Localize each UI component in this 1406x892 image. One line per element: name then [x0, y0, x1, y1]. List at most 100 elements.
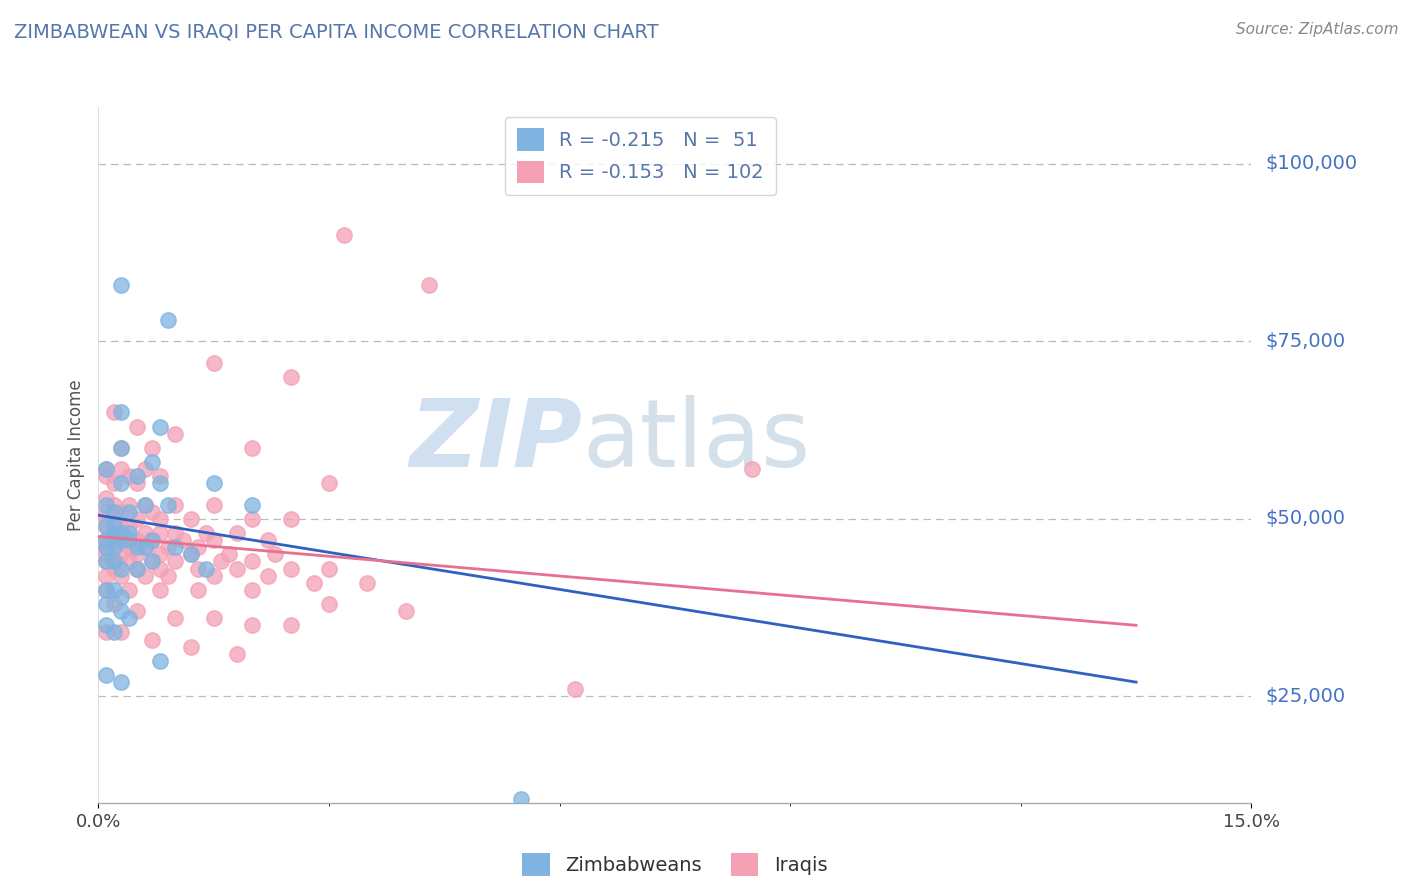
Zimbabweans	[103, 540, 125, 554]
Text: $50,000: $50,000	[1265, 509, 1346, 528]
Iraqis	[94, 540, 117, 554]
Iraqis	[134, 540, 156, 554]
Iraqis	[256, 568, 278, 582]
Iraqis	[302, 575, 325, 590]
Iraqis	[94, 462, 117, 476]
Iraqis	[240, 554, 263, 568]
Iraqis	[280, 512, 302, 526]
Iraqis	[94, 491, 117, 505]
Zimbabweans	[510, 792, 533, 806]
Iraqis	[180, 512, 202, 526]
Y-axis label: Per Capita Income: Per Capita Income	[66, 379, 84, 531]
Iraqis	[125, 419, 148, 434]
Text: ZIP: ZIP	[409, 395, 582, 487]
Iraqis	[103, 405, 125, 419]
Iraqis	[94, 554, 117, 568]
Iraqis	[103, 597, 125, 611]
Iraqis	[149, 547, 172, 561]
Iraqis	[141, 632, 163, 647]
Iraqis	[202, 498, 225, 512]
Zimbabweans	[110, 675, 132, 690]
Zimbabweans	[110, 441, 132, 455]
Iraqis	[240, 618, 263, 632]
Zimbabweans	[103, 505, 125, 519]
Zimbabweans	[94, 462, 117, 476]
Zimbabweans	[149, 419, 172, 434]
Zimbabweans	[110, 604, 132, 618]
Iraqis	[141, 505, 163, 519]
Iraqis	[125, 561, 148, 575]
Iraqis	[165, 554, 187, 568]
Text: $100,000: $100,000	[1265, 154, 1357, 173]
Iraqis	[94, 469, 117, 483]
Iraqis	[125, 604, 148, 618]
Text: atlas: atlas	[582, 395, 811, 487]
Iraqis	[94, 512, 117, 526]
Text: $75,000: $75,000	[1265, 332, 1346, 351]
Iraqis	[118, 519, 141, 533]
Zimbabweans	[125, 469, 148, 483]
Iraqis	[418, 277, 440, 292]
Iraqis	[94, 625, 117, 640]
Iraqis	[110, 547, 132, 561]
Iraqis	[195, 526, 218, 541]
Text: Source: ZipAtlas.com: Source: ZipAtlas.com	[1236, 22, 1399, 37]
Zimbabweans	[180, 547, 202, 561]
Iraqis	[564, 682, 586, 697]
Iraqis	[94, 582, 117, 597]
Iraqis	[94, 505, 117, 519]
Zimbabweans	[118, 505, 141, 519]
Zimbabweans	[103, 519, 125, 533]
Iraqis	[318, 561, 340, 575]
Zimbabweans	[94, 668, 117, 682]
Iraqis	[94, 547, 117, 561]
Iraqis	[280, 618, 302, 632]
Iraqis	[172, 533, 194, 548]
Zimbabweans	[165, 540, 187, 554]
Zimbabweans	[94, 597, 117, 611]
Zimbabweans	[125, 561, 148, 575]
Zimbabweans	[110, 277, 132, 292]
Zimbabweans	[94, 582, 117, 597]
Iraqis	[149, 582, 172, 597]
Iraqis	[156, 540, 179, 554]
Iraqis	[165, 611, 187, 625]
Iraqis	[165, 426, 187, 441]
Iraqis	[118, 554, 141, 568]
Iraqis	[280, 561, 302, 575]
Iraqis	[110, 568, 132, 582]
Zimbabweans	[110, 526, 132, 541]
Legend: Zimbabweans, Iraqis: Zimbabweans, Iraqis	[515, 846, 835, 884]
Zimbabweans	[94, 533, 117, 548]
Iraqis	[187, 561, 209, 575]
Iraqis	[134, 462, 156, 476]
Zimbabweans	[141, 554, 163, 568]
Zimbabweans	[110, 405, 132, 419]
Iraqis	[94, 568, 117, 582]
Iraqis	[202, 611, 225, 625]
Iraqis	[333, 227, 356, 242]
Iraqis	[149, 561, 172, 575]
Iraqis	[110, 505, 132, 519]
Zimbabweans	[110, 561, 132, 575]
Iraqis	[141, 554, 163, 568]
Iraqis	[103, 533, 125, 548]
Zimbabweans	[156, 498, 179, 512]
Iraqis	[240, 441, 263, 455]
Iraqis	[94, 519, 117, 533]
Iraqis	[103, 476, 125, 491]
Iraqis	[110, 625, 132, 640]
Iraqis	[256, 533, 278, 548]
Iraqis	[103, 498, 125, 512]
Text: ZIMBABWEAN VS IRAQI PER CAPITA INCOME CORRELATION CHART: ZIMBABWEAN VS IRAQI PER CAPITA INCOME CO…	[14, 22, 658, 41]
Zimbabweans	[94, 519, 117, 533]
Zimbabweans	[125, 540, 148, 554]
Zimbabweans	[94, 554, 117, 568]
Iraqis	[110, 533, 132, 548]
Zimbabweans	[149, 654, 172, 668]
Iraqis	[264, 547, 287, 561]
Zimbabweans	[118, 611, 141, 625]
Iraqis	[280, 369, 302, 384]
Iraqis	[134, 568, 156, 582]
Zimbabweans	[141, 533, 163, 548]
